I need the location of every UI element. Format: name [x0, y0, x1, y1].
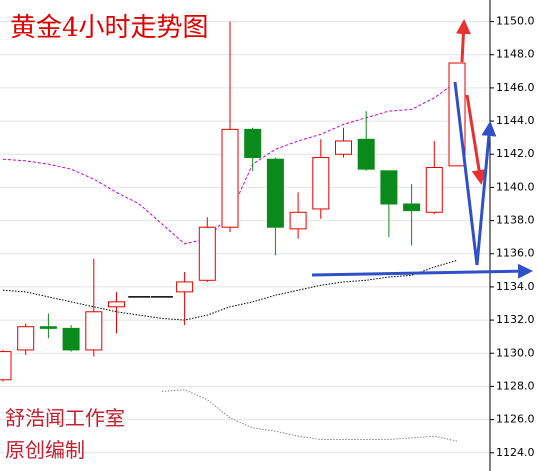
y-tick-label: 1132.0	[496, 313, 535, 326]
grid	[0, 21, 490, 454]
candle-body	[266, 158, 284, 228]
y-tick-label: 1144.0	[496, 114, 535, 127]
candle-body	[244, 128, 262, 159]
plot	[0, 21, 466, 442]
annotation-arrows	[311, 19, 533, 279]
watermark: 原创编制	[5, 438, 85, 462]
y-tick-label: 1134.0	[496, 280, 535, 293]
candle-body	[289, 211, 307, 230]
y-tick-label: 1142.0	[496, 147, 535, 160]
candle-body	[403, 203, 421, 212]
moving-average-line	[2, 259, 458, 321]
candle-body	[425, 167, 443, 213]
red-arrow	[455, 19, 471, 63]
y-tick-label: 1124.0	[496, 446, 535, 459]
y-tick-label: 1148.0	[496, 48, 535, 61]
y-tick-label: 1138.0	[496, 214, 535, 227]
candle-body	[39, 326, 57, 329]
candle-body	[357, 138, 375, 170]
moving-average-line	[161, 389, 458, 442]
candle-body	[335, 140, 352, 155]
y-tick-label: 1140.0	[496, 180, 535, 193]
y-tick-label: 1146.0	[496, 81, 535, 94]
candle-body	[0, 351, 12, 381]
candle-body	[62, 327, 80, 351]
blue-arrow	[453, 81, 497, 266]
candle-body	[312, 157, 330, 210]
y-tick-label: 1126.0	[496, 413, 535, 426]
candle-body	[17, 326, 35, 351]
y-tick-label: 1128.0	[496, 379, 535, 392]
candle-body	[221, 128, 239, 228]
red-arrow	[465, 94, 487, 185]
blue-arrow	[311, 263, 533, 279]
y-tick-label: 1130.0	[496, 346, 535, 359]
candle-body	[85, 311, 103, 351]
y-tick-label: 1150.0	[496, 15, 535, 28]
watermark: 舒浩闻工作室	[5, 406, 125, 430]
candle-body	[176, 281, 194, 293]
chart-title: 黄金4小时走势图	[10, 13, 209, 43]
candle-body	[198, 226, 216, 281]
candle-body	[108, 301, 125, 308]
candle-body	[380, 170, 398, 205]
y-tick-label: 1136.0	[496, 247, 535, 260]
